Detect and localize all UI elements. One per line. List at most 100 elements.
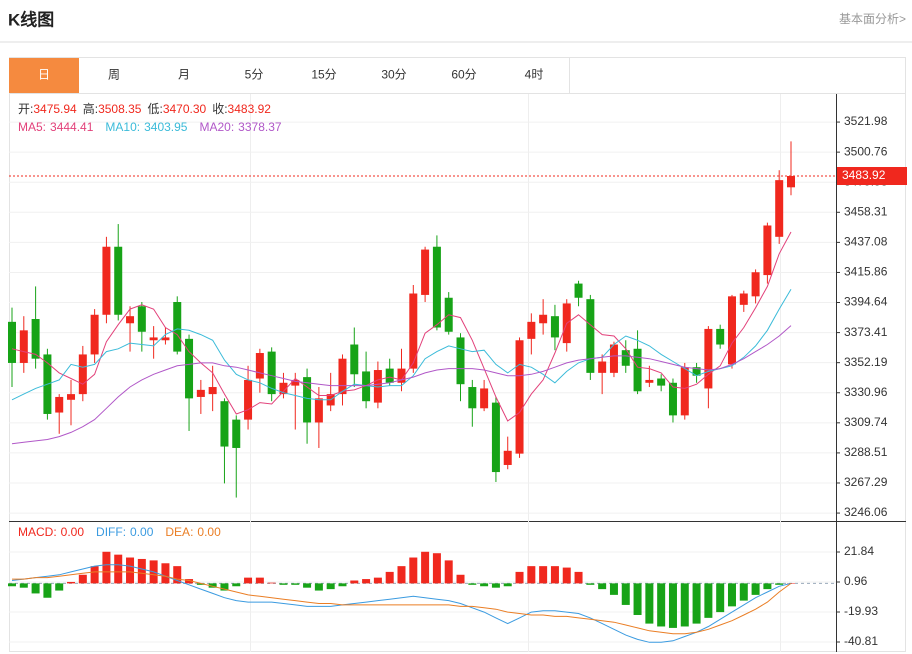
macd-bar [373,577,382,584]
tab[interactable] [289,58,359,93]
candle-body [739,293,748,305]
macd-bar [645,583,654,624]
candle-body [692,367,701,376]
macd-bar [19,583,28,588]
macd-bar [680,583,689,627]
candle-body [680,367,689,416]
macd-bar [267,582,276,584]
macd-bar [503,583,512,587]
macd-bar [314,583,323,591]
candle-body [751,272,760,297]
macd-bar [598,583,607,590]
candle-body [291,379,300,386]
candle-body [55,396,64,413]
legend-text: MA10: [105,120,140,134]
tab[interactable] [499,58,569,93]
y-tick-label: -40.81 [844,634,878,648]
tab-label[interactable]: 4时 [525,68,544,82]
macd-bar [232,583,241,587]
macd-bar [550,566,559,584]
tab[interactable] [359,58,429,93]
legend-text: 收: [212,102,227,116]
tab-label[interactable]: 月 [178,68,190,82]
candle-body [609,344,618,373]
candle-body [31,319,40,359]
fundamentals-link[interactable]: 基本面分析> [839,12,906,26]
candle-body [67,394,76,400]
candle-body [90,314,99,355]
tab-label[interactable]: 30分 [381,68,406,82]
tab-label[interactable]: 5分 [245,68,264,82]
macd-bar [775,583,784,585]
ma-line [11,325,792,445]
candle-body [137,306,146,332]
candle-body [456,337,465,385]
macd-line [12,571,792,635]
tab[interactable] [79,58,149,93]
y-tick-label: 3437.08 [844,235,888,249]
candle-body [539,314,548,324]
y-tick-label: -19.93 [844,604,878,618]
candle-body [716,328,725,345]
macd-bar [704,583,713,618]
last-price-label: 3483.92 [842,168,886,182]
candle-body [267,351,276,395]
macd-bar [397,566,406,584]
legend-text: DEA: [165,525,193,539]
macd-bar [657,583,666,627]
candle-body [574,283,583,298]
candle-body [421,249,430,295]
tab-label[interactable]: 60分 [451,68,476,82]
candle-body [19,330,28,363]
macd-bar [527,566,536,584]
legend-text: MACD: [18,525,57,539]
y-tick-label: 3521.98 [844,114,888,128]
macd-bar [515,571,524,584]
tab-label[interactable]: 周 [108,68,120,82]
candle-body [550,316,559,338]
candle-body [621,350,630,366]
candle-body [657,378,666,386]
legend-text: 3508.35 [98,102,142,116]
macd-bar [444,560,453,584]
last-price-box [837,166,907,185]
macd-bar [326,583,335,590]
macd-bar [574,571,583,584]
macd-bar [456,574,465,584]
candle-body [468,387,477,409]
macd-bar [421,551,430,584]
macd-bar [126,557,135,584]
candle-body [515,340,524,454]
y-tick-label: 21.84 [844,544,874,558]
candle-body [102,246,111,315]
candle-body [232,419,241,448]
macd-bar [220,583,229,591]
macd-bar [609,583,618,595]
candle-body [350,344,359,375]
legend-text: 开: [18,102,33,116]
tab[interactable] [9,58,79,93]
legend-text: 3483.92 [228,102,272,116]
candle-body [763,225,772,276]
macd-bar [338,583,347,587]
macd-bar [208,583,217,588]
legend-text: MA20: [199,120,234,134]
tab-label[interactable]: 日 [38,68,50,82]
tab[interactable] [149,58,219,93]
candle-body [114,246,123,315]
macd-bar [480,583,489,587]
macd-bar [8,583,16,587]
candle-body [173,302,182,352]
y-tick-label: 3246.06 [844,505,888,519]
macd-bar [196,583,205,585]
macd-bar [137,558,146,584]
macd-bar [539,566,548,584]
candle-body [255,353,264,379]
tab[interactable] [219,58,289,93]
candle-body [397,368,406,383]
macd-bar [385,571,394,584]
tab[interactable] [429,58,499,93]
macd-bar [491,583,500,588]
tab-label[interactable]: 15分 [311,68,336,82]
